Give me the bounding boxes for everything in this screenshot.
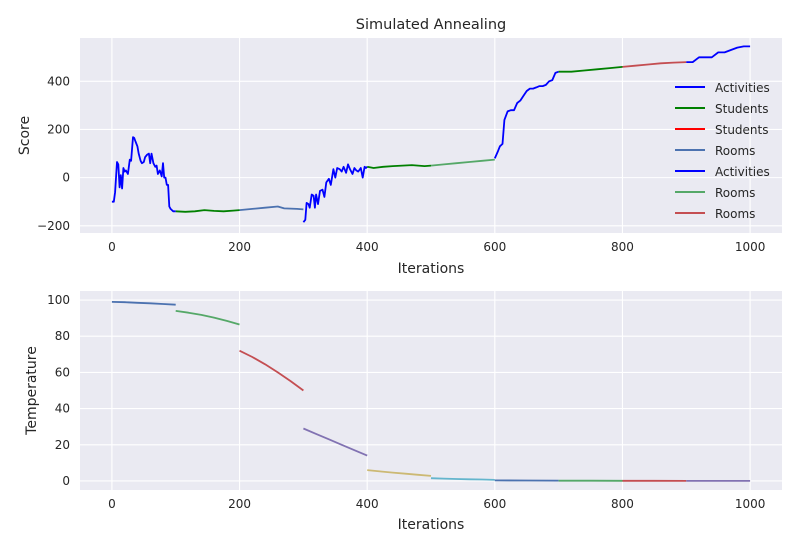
series-line <box>239 349 304 392</box>
x-tick-label: 200 <box>228 240 251 254</box>
y-tick-label: 400 <box>47 74 70 88</box>
x-tick-label: 200 <box>228 497 251 511</box>
legend: Activities Students Students Rooms Activitie… <box>675 81 770 221</box>
x-tick-label: 0 <box>108 240 116 254</box>
y-tick-label: 0 <box>62 171 70 185</box>
series-line <box>558 66 623 73</box>
x-tick-label: 1000 <box>735 497 766 511</box>
score-chart: 0 200 400 600 800 1000 −200 0 200 400 Simulated An… <box>17 17 782 277</box>
y-tick-label: 40 <box>55 402 70 416</box>
series-line <box>622 61 687 68</box>
x-tick-label: 600 <box>483 240 506 254</box>
x-tick-label: 800 <box>611 497 634 511</box>
legend-label: Students <box>715 102 769 116</box>
y-tick-label: 20 <box>55 438 70 452</box>
x-axis-label: Iterations <box>398 261 465 277</box>
y-axis-label: Temperature <box>24 346 40 436</box>
legend-label: Rooms <box>715 207 755 221</box>
plot-area <box>80 38 782 233</box>
x-tick-label: 800 <box>611 240 634 254</box>
series-line <box>239 205 304 211</box>
legend-label: Activities <box>715 165 770 179</box>
y-tick-label: 60 <box>55 365 70 379</box>
series-line <box>111 136 176 213</box>
y-axis-label: Score <box>17 116 33 155</box>
series-line <box>493 70 559 159</box>
chart-title: Simulated Annealing <box>356 17 506 33</box>
plot-area <box>80 291 782 490</box>
legend-label: Students <box>715 123 769 137</box>
series-line <box>302 163 368 223</box>
series-line <box>367 164 432 169</box>
series-line <box>111 301 176 306</box>
y-tick-label: −200 <box>37 219 70 233</box>
legend-label: Rooms <box>715 144 755 158</box>
x-tick-label: 400 <box>356 240 379 254</box>
series-line <box>367 469 432 477</box>
y-tick-label: 200 <box>47 122 70 136</box>
series-line <box>686 45 751 63</box>
x-tick-label: 0 <box>108 497 116 511</box>
legend-label: Activities <box>715 81 770 95</box>
temperature-chart: 0 200 400 600 800 1000 0 20 40 60 80 100 Iterations T… <box>24 291 782 533</box>
y-tick-label: 100 <box>47 293 70 307</box>
legend-label: Rooms <box>715 186 755 200</box>
x-axis-label: Iterations <box>398 517 465 533</box>
series-line <box>175 310 240 326</box>
y-tick-label: 0 <box>62 474 70 488</box>
series-line <box>430 477 495 481</box>
y-tick-label: 80 <box>55 329 70 343</box>
x-tick-label: 600 <box>483 497 506 511</box>
series-line <box>175 209 240 213</box>
series-line <box>303 427 368 457</box>
x-tick-label: 1000 <box>735 240 766 254</box>
series-line <box>430 158 495 167</box>
x-tick-label: 400 <box>356 497 379 511</box>
